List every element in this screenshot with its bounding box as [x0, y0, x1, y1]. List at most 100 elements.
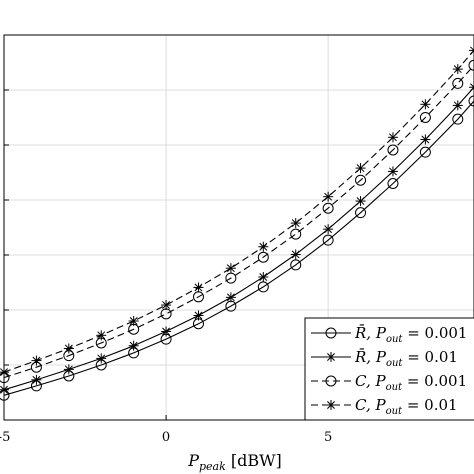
star-marker — [96, 330, 107, 341]
star-stroke — [389, 133, 397, 142]
star-stroke — [64, 365, 73, 374]
star-stroke — [470, 86, 474, 92]
star-marker — [323, 224, 334, 235]
star-marker — [323, 191, 334, 202]
star-stroke — [324, 192, 333, 201]
star-stroke — [356, 197, 365, 206]
series-4 — [0, 45, 474, 378]
star-marker — [161, 300, 172, 311]
legend-label: C, Pout = 0.001 — [355, 372, 467, 393]
legend-label-symbol: C, — [355, 396, 375, 414]
series-line — [3, 50, 474, 373]
star-marker — [290, 249, 301, 260]
star-marker — [258, 272, 269, 282]
star-stroke — [226, 293, 235, 302]
series-line — [3, 86, 474, 391]
legend-label-sub: out — [386, 334, 403, 345]
circle-marker — [290, 259, 302, 271]
star-marker — [355, 196, 366, 207]
series-line — [3, 100, 474, 396]
circle-marker — [355, 207, 367, 219]
star-stroke — [421, 135, 430, 144]
x-tick-label: 0 — [162, 430, 170, 445]
star-marker — [469, 45, 474, 56]
star-marker — [128, 316, 139, 326]
circle-marker — [290, 228, 302, 240]
star-stroke — [194, 311, 203, 320]
circle-marker — [322, 202, 334, 214]
star-marker — [452, 100, 463, 111]
star-marker — [326, 400, 336, 410]
legend-label-value: = 0.001 — [402, 372, 467, 390]
series-line — [3, 64, 474, 379]
legend-label-p: P — [375, 348, 387, 366]
circle-marker — [452, 77, 464, 89]
x-axis-label-main: P — [187, 451, 199, 470]
star-stroke — [194, 283, 203, 292]
circle-marker — [468, 95, 474, 107]
legend-label-value: = 0.001 — [402, 324, 467, 342]
axes-frame — [3, 34, 474, 421]
star-marker — [63, 343, 74, 354]
star-marker — [31, 374, 42, 385]
legend-label-p: P — [375, 324, 387, 342]
star-stroke — [453, 101, 462, 110]
star-stroke — [470, 49, 474, 55]
star-marker — [387, 132, 398, 143]
star-marker — [193, 282, 204, 293]
star-marker — [469, 82, 474, 93]
star-marker — [355, 163, 366, 174]
star-marker — [258, 241, 269, 252]
star-marker — [225, 292, 236, 303]
star-stroke — [97, 354, 106, 363]
star-marker — [161, 326, 172, 337]
x-tick-label: 5 — [324, 430, 332, 445]
circle-marker — [322, 234, 334, 246]
star-marker — [63, 364, 74, 375]
legend-label-value: = 0.01 — [402, 348, 458, 366]
circle-marker — [257, 251, 269, 263]
star-stroke — [327, 401, 335, 409]
ticks: -5 0 5 — [0, 34, 332, 445]
legend-label-sub: out — [386, 406, 403, 417]
circle-marker — [419, 112, 431, 123]
legend-label-value: = 0.01 — [402, 396, 458, 414]
x-axis-label: Ppeak [dBW] — [187, 451, 282, 473]
star-stroke — [97, 331, 106, 340]
star-stroke — [64, 344, 73, 353]
star-stroke — [356, 164, 365, 173]
star-stroke — [129, 341, 138, 350]
star-stroke — [291, 219, 300, 228]
circle-marker — [468, 59, 474, 71]
star-marker — [96, 353, 107, 364]
star-stroke — [421, 100, 430, 109]
x-axis-label-unit: [dBW] — [226, 451, 282, 470]
star-marker — [420, 99, 431, 110]
legend-entry: R̄, Pout = 0.01 — [311, 348, 458, 369]
circle-marker — [325, 327, 337, 339]
legend-label-symbol: R̄, — [354, 324, 376, 342]
legend-label-p: P — [374, 372, 386, 390]
star-marker — [225, 263, 236, 274]
star-marker — [31, 355, 42, 366]
star-stroke — [470, 83, 474, 88]
circle-marker — [419, 146, 431, 158]
star-marker — [128, 340, 139, 351]
x-axis-label-sub: peak — [199, 460, 226, 473]
circle-marker — [325, 375, 337, 387]
star-stroke — [226, 264, 235, 273]
legend-entry: R̄, Pout = 0.001 — [311, 324, 467, 345]
legend-label: C, Pout = 0.01 — [355, 396, 458, 417]
legend-label-sub: out — [386, 358, 403, 369]
circle-marker — [387, 178, 399, 189]
star-stroke — [32, 375, 41, 384]
series-2 — [0, 82, 474, 395]
legend-label-symbol: C, — [355, 372, 375, 390]
star-stroke — [324, 225, 333, 234]
star-marker — [452, 64, 463, 75]
legend-entry: C, Pout = 0.01 — [311, 396, 458, 417]
legend-label-p: P — [374, 396, 386, 414]
star-stroke — [389, 167, 397, 176]
star-stroke — [162, 327, 171, 336]
legend-label: R̄, Pout = 0.001 — [354, 324, 467, 345]
